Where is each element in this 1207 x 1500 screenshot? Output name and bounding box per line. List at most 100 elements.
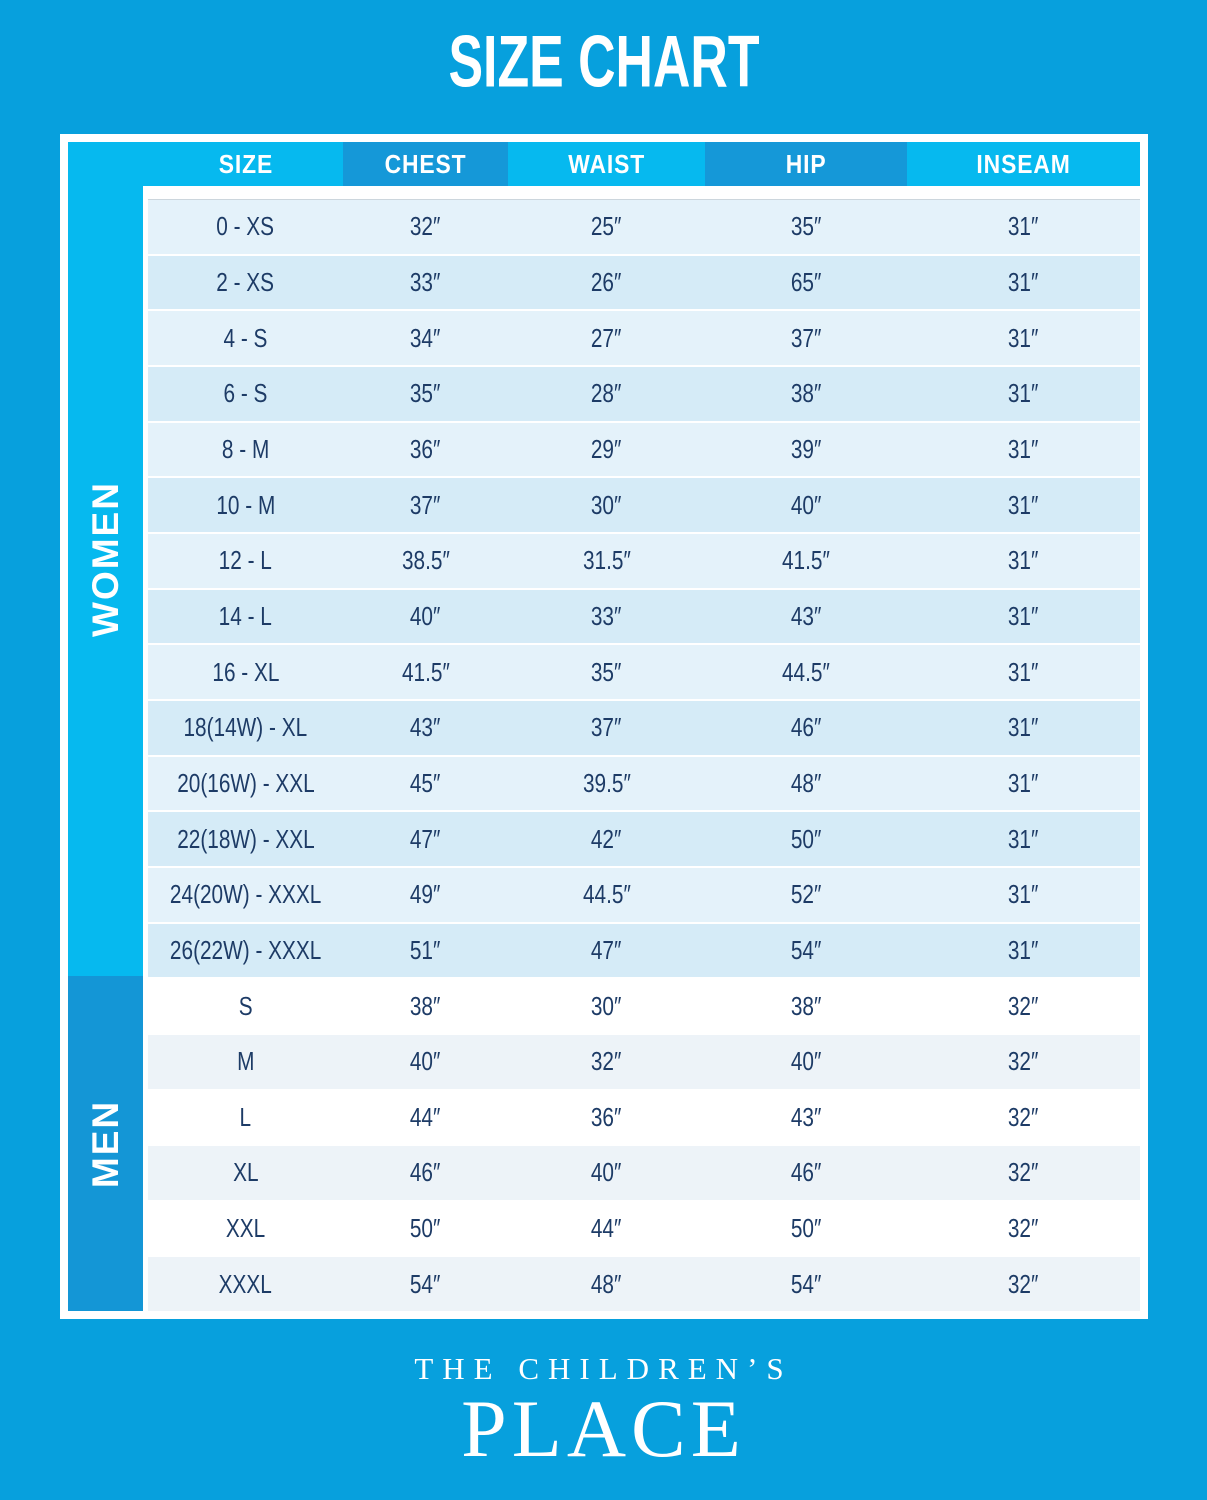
- cell-value: XXXL: [218, 1268, 273, 1299]
- measurement-cell: 33″: [343, 256, 508, 310]
- measurement-cell: 31″: [907, 645, 1140, 699]
- cell-value: 36″: [410, 433, 441, 464]
- cell-value: 4 - S: [223, 322, 268, 353]
- table-row-men-xl: XL 46″ 40″ 46″ 32″: [148, 1146, 1140, 1200]
- column-header-inseam: INSEAM: [907, 142, 1140, 186]
- cell-value: 31.5″: [582, 545, 631, 576]
- measurement-cell: 27″: [508, 311, 705, 365]
- cell-value: 12 - L: [218, 545, 273, 576]
- measurement-cell: 45″: [343, 757, 508, 811]
- measurement-cell: 44″: [343, 1091, 508, 1145]
- size-cell: 4 - S: [148, 311, 343, 365]
- measurement-cell: 54″: [343, 1257, 508, 1311]
- measurement-cell: 39.5″: [508, 757, 705, 811]
- group-band: WOMEN MEN: [68, 142, 143, 1311]
- cell-value: 31″: [1008, 712, 1039, 743]
- cell-value: 18(14W) - XL: [183, 712, 308, 743]
- measurement-cell: 32″: [907, 1035, 1140, 1089]
- cell-value: 14 - L: [218, 600, 273, 631]
- cell-value: 28″: [591, 378, 622, 409]
- measurement-cell: 35″: [343, 367, 508, 421]
- cell-value: 16 - XL: [211, 656, 280, 687]
- measurement-cell: 36″: [508, 1091, 705, 1145]
- column-header-size: SIZE: [68, 142, 343, 186]
- cell-value: 31″: [1008, 489, 1039, 520]
- measurement-cell: 50″: [343, 1202, 508, 1256]
- cell-value: 32″: [591, 1046, 622, 1077]
- cell-value: 42″: [591, 823, 622, 854]
- measurement-cell: 31″: [907, 757, 1140, 811]
- cell-value: 31″: [1008, 767, 1039, 798]
- cell-value: 31″: [1008, 211, 1039, 242]
- column-header-label: CHEST: [384, 148, 467, 179]
- cell-value: 41.5″: [782, 545, 830, 576]
- column-header-label: WAIST: [568, 148, 645, 179]
- cell-value: 31″: [1008, 879, 1039, 910]
- cell-value: 31″: [1008, 433, 1039, 464]
- cell-value: 65″: [790, 266, 822, 297]
- size-cell: 8 - M: [148, 423, 343, 477]
- measurement-cell: 38″: [705, 979, 907, 1033]
- measurement-cell: 31″: [907, 534, 1140, 588]
- cell-value: 31″: [1008, 545, 1039, 576]
- table-row-women-2622wxxxl: 26(22W) - XXXL 51″ 47″ 54″ 31″: [148, 923, 1140, 978]
- column-header-label: INSEAM: [976, 148, 1071, 179]
- cell-value: L: [239, 1101, 252, 1132]
- size-cell: S: [148, 979, 343, 1033]
- measurement-cell: 32″: [907, 979, 1140, 1033]
- cell-value: 37″: [410, 489, 441, 520]
- table-inner: WOMEN MEN SIZE CHEST WAIST HIP INSEAM 0 - XS…: [68, 142, 1140, 1312]
- cell-value: 46″: [790, 1157, 822, 1188]
- measurement-cell: 30″: [508, 979, 705, 1033]
- cell-value: 26″: [591, 266, 622, 297]
- measurement-cell: 41.5″: [705, 534, 907, 588]
- size-cell: 16 - XL: [148, 645, 343, 699]
- cell-value: 51″: [410, 934, 441, 965]
- column-header-label: HIP: [785, 148, 827, 179]
- measurement-cell: 46″: [705, 1146, 907, 1200]
- table-row-women-14l: 14 - L 40″ 33″ 43″ 31″: [148, 589, 1140, 644]
- table-row-women-12l: 12 - L 38.5″ 31.5″ 41.5″ 31″: [148, 533, 1140, 588]
- size-cell: 2 - XS: [148, 256, 343, 310]
- column-header-hip: HIP: [705, 142, 907, 186]
- cell-value: 48″: [591, 1268, 622, 1299]
- measurement-cell: 31″: [907, 200, 1140, 254]
- measurement-cell: 31.5″: [508, 534, 705, 588]
- measurement-cell: 38″: [343, 979, 508, 1033]
- cell-value: 40″: [790, 1046, 822, 1077]
- cell-value: 35″: [591, 656, 622, 687]
- cell-value: 30″: [591, 990, 622, 1021]
- cell-value: 45″: [410, 767, 441, 798]
- table-row-women-2420wxxxl: 24(20W) - XXXL 49″ 44.5″ 52″ 31″: [148, 867, 1140, 922]
- measurement-cell: 31″: [907, 256, 1140, 310]
- size-cell: L: [148, 1091, 343, 1145]
- cell-value: 31″: [1008, 656, 1039, 687]
- cell-value: 30″: [591, 489, 622, 520]
- cell-value: 54″: [790, 1268, 822, 1299]
- size-cell: 6 - S: [148, 367, 343, 421]
- size-cell: 26(22W) - XXXL: [148, 924, 343, 978]
- measurement-cell: 44″: [508, 1202, 705, 1256]
- cell-value: 47″: [410, 823, 441, 854]
- cell-value: 36″: [591, 1101, 622, 1132]
- measurement-cell: 43″: [705, 1091, 907, 1145]
- measurement-cell: 40″: [705, 1035, 907, 1089]
- table-row-men-xxxl: XXXL 54″ 48″ 54″ 32″: [148, 1257, 1140, 1312]
- cell-value: 38″: [790, 990, 822, 1021]
- cell-value: 31″: [1008, 322, 1039, 353]
- cell-value: 40″: [410, 1046, 441, 1077]
- table-row-women-2xs: 2 - XS 33″ 26″ 65″ 31″: [148, 255, 1140, 310]
- cell-value: 32″: [1008, 990, 1039, 1021]
- size-chart-table: WOMEN MEN SIZE CHEST WAIST HIP INSEAM 0 - XS…: [60, 134, 1148, 1319]
- cell-value: 38″: [410, 990, 441, 1021]
- cell-value: 31″: [1008, 823, 1039, 854]
- size-cell: 24(20W) - XXXL: [148, 868, 343, 922]
- cell-value: 49″: [410, 879, 441, 910]
- measurement-cell: 43″: [343, 701, 508, 755]
- measurement-cell: 36″: [343, 423, 508, 477]
- cell-value: 54″: [790, 934, 822, 965]
- measurement-cell: 46″: [343, 1146, 508, 1200]
- table-row-women-16xl: 16 - XL 41.5″ 35″ 44.5″ 31″: [148, 645, 1140, 699]
- group-band-men: MEN: [68, 976, 143, 1311]
